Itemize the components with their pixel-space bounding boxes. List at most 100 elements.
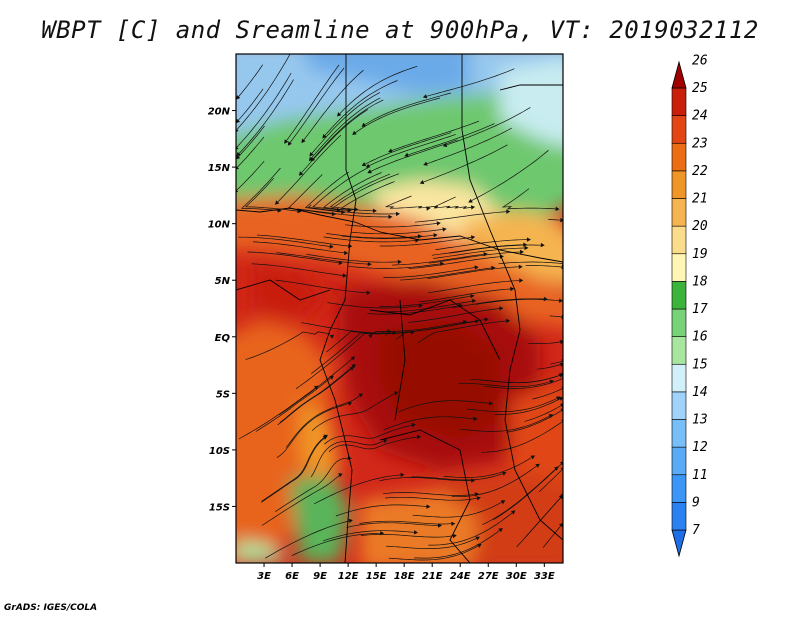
lon-tick-label: 33E — [534, 571, 555, 582]
streamline-arrow — [520, 249, 524, 255]
streamline — [236, 54, 291, 130]
colorbar-swatch — [671, 308, 687, 337]
streamline-arrow — [236, 165, 239, 170]
streamline — [238, 236, 330, 247]
streamline — [324, 80, 398, 136]
streamline — [301, 322, 393, 334]
streamline-arrow — [352, 130, 357, 135]
lon-tick-label: 6E — [285, 571, 299, 582]
streamline — [296, 208, 389, 218]
streamline-arrow — [524, 245, 529, 251]
streamline — [414, 211, 507, 223]
streamline — [446, 107, 531, 146]
country-borders — [236, 54, 563, 563]
streamline-arrow — [519, 278, 524, 283]
streamline-arrow — [383, 438, 388, 444]
colorbar-swatch — [671, 170, 687, 199]
streamline — [367, 305, 459, 315]
streamline-arrow — [426, 504, 431, 509]
streamline — [311, 92, 381, 154]
streamline-arrow — [483, 252, 488, 257]
streamline-arrow — [560, 217, 563, 223]
streamline-arrow — [361, 162, 367, 166]
streamline-arrow — [236, 155, 241, 160]
streamline-arrow — [236, 118, 241, 124]
streamline-arrow — [284, 139, 289, 144]
streamline-arrow — [358, 393, 363, 398]
streamline — [475, 298, 560, 305]
streamlines — [236, 54, 563, 561]
lon-tick-label: 30E — [506, 571, 527, 582]
colorbar-swatch — [671, 419, 687, 448]
streamline — [369, 134, 456, 167]
streamline-arrow — [442, 142, 448, 147]
streamline — [431, 244, 524, 256]
streamline — [408, 256, 500, 269]
streamline — [498, 261, 563, 265]
streamline — [323, 530, 415, 542]
streamline — [525, 497, 561, 537]
streamline-arrow — [388, 148, 393, 153]
streamline-arrow — [559, 522, 563, 528]
streamline — [467, 398, 558, 413]
streamline-arrow — [419, 180, 425, 185]
streamline — [460, 415, 550, 432]
streamline-arrow — [308, 156, 314, 162]
streamline — [310, 331, 388, 374]
streamline — [335, 504, 427, 517]
streamline-arrow — [549, 379, 554, 384]
longitude-axis: 3E 6E 9E 12E 15E 18E 21E 24E 27E 30E 33E — [257, 563, 555, 582]
credit-text: GrADS: IGES/COLA — [4, 603, 98, 613]
streamline-arrow — [329, 334, 334, 339]
streamline-arrow — [393, 391, 399, 396]
streamline — [324, 424, 412, 445]
streamline — [236, 160, 265, 191]
streamline — [538, 469, 563, 493]
streamline — [275, 457, 348, 512]
streamline — [238, 387, 316, 440]
streamline — [255, 377, 331, 432]
streamline — [301, 109, 369, 173]
streamline — [385, 195, 435, 209]
streamline — [326, 331, 411, 353]
streamline-arrow — [395, 211, 400, 217]
streamline — [470, 374, 562, 384]
streamline-arrow — [477, 543, 482, 548]
streamline-arrow — [433, 233, 438, 238]
lon-tick-label: 15E — [366, 571, 387, 582]
streamline — [506, 410, 562, 433]
streamline-arrow — [560, 403, 563, 408]
temperature-field — [236, 54, 563, 563]
streamline-arrow — [540, 242, 545, 248]
streamline-arrow — [322, 134, 327, 139]
streamline — [364, 92, 452, 125]
streamline-arrow — [426, 206, 431, 211]
streamline-arrow — [388, 214, 393, 220]
streamline — [238, 64, 263, 97]
streamline-arrow — [344, 250, 349, 255]
streamline-arrow — [510, 510, 516, 515]
colorbar-label: 9 — [692, 495, 700, 510]
colorbar-swatch — [671, 281, 687, 310]
streamline-arrow — [474, 492, 479, 497]
streamline-arrow — [411, 422, 416, 428]
streamline — [428, 512, 513, 546]
streamline-arrow — [560, 408, 563, 413]
streamline-arrow — [543, 296, 548, 302]
streamline-arrow — [338, 473, 343, 478]
lon-tick-label: 3E — [257, 571, 271, 582]
streamline — [370, 139, 458, 172]
streamline-arrow — [348, 518, 353, 523]
streamline — [428, 280, 520, 294]
streamline — [383, 492, 475, 496]
streamline — [400, 267, 492, 281]
streamline — [289, 67, 345, 143]
streamline — [295, 333, 369, 389]
streamline — [328, 436, 418, 452]
streamline-arrow — [470, 294, 475, 299]
streamline-arrow — [236, 146, 239, 150]
streamline — [408, 308, 500, 323]
streamline — [261, 436, 325, 502]
streamline — [326, 233, 419, 239]
